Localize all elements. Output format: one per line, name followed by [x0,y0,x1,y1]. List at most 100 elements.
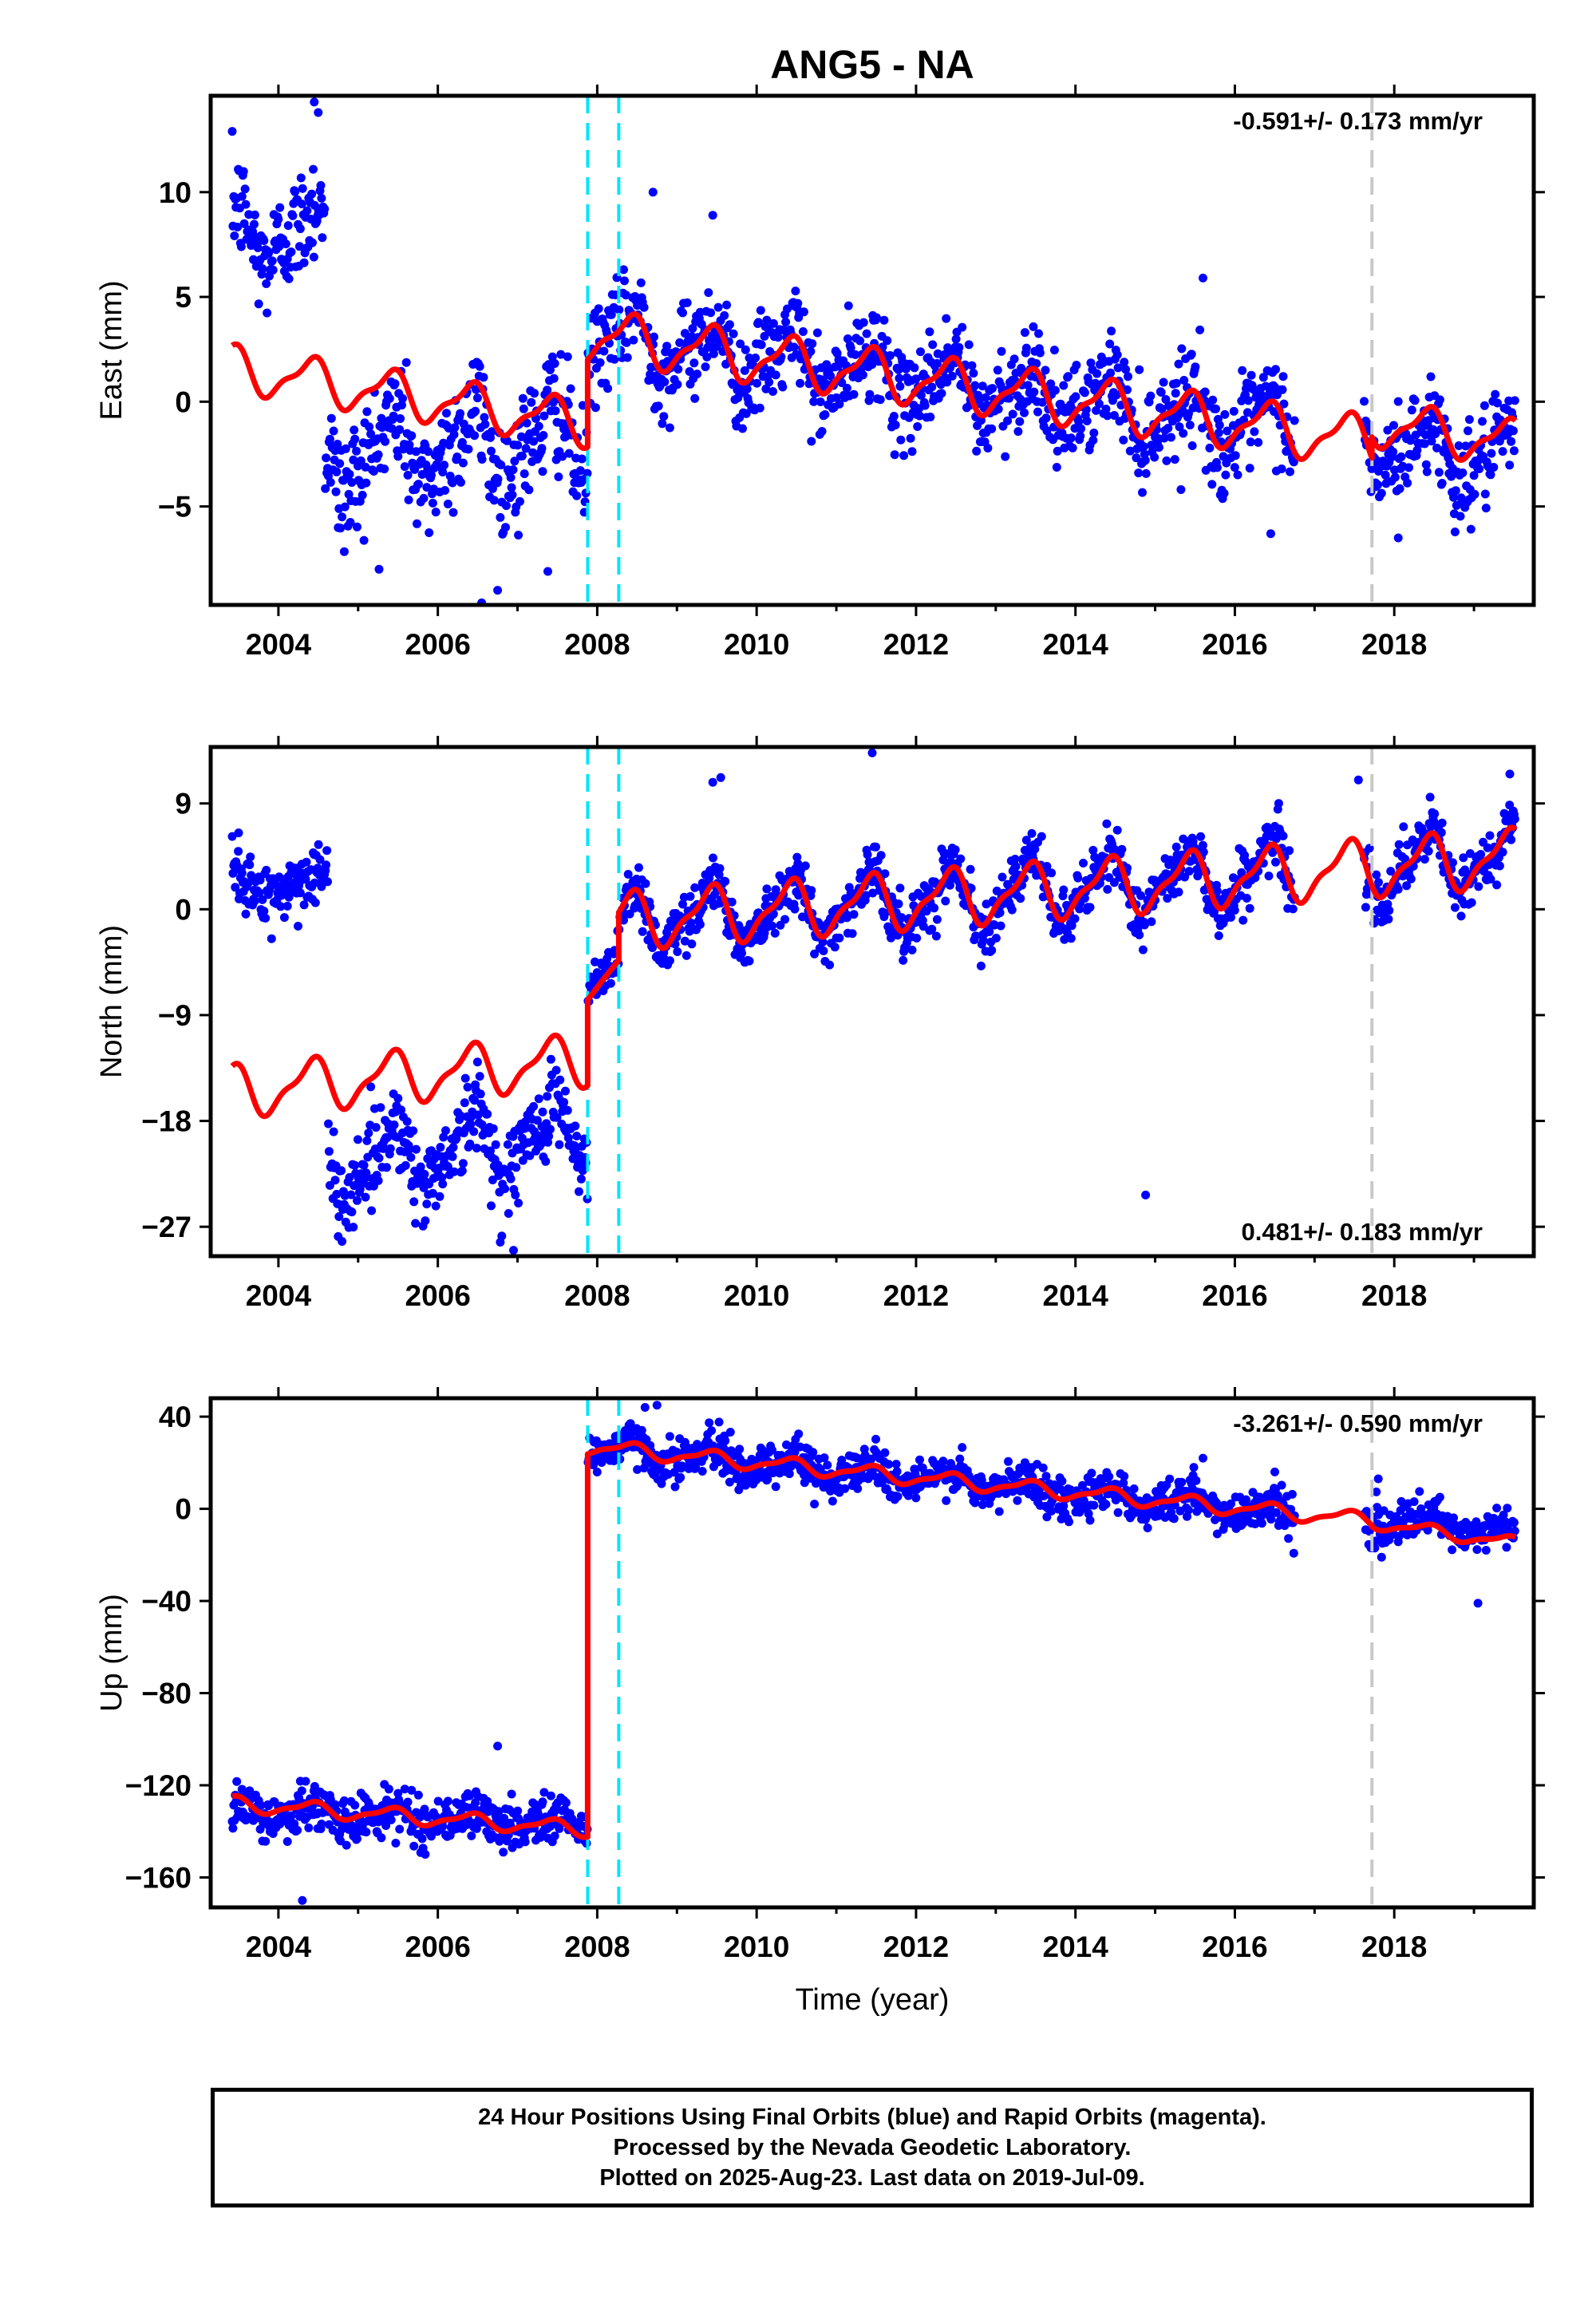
north-data-point [512,1163,521,1172]
up-data-point [1492,1504,1502,1513]
east-data-point [964,340,974,350]
north-data-point [1483,843,1492,852]
east-data-point [1230,463,1239,472]
north-data-point [1141,1190,1151,1199]
north-data-point [483,1109,492,1119]
east-data-point [673,380,682,389]
east-data-point [1475,464,1484,473]
east-data-point [259,236,269,245]
north-data-point [227,832,237,841]
east-data-point [1410,396,1420,405]
north-data-point [1198,840,1207,850]
east-data-point [341,444,350,453]
east-data-point [1491,389,1500,399]
east-data-point [889,412,899,421]
up-data-point [377,1833,386,1843]
north-data-point [572,1132,582,1140]
east-data-point [1278,385,1287,394]
east-data-point [1199,273,1207,283]
east-data-point [508,465,518,475]
east-data-point [755,403,764,413]
up-data-point [520,1837,530,1847]
east-data-point [793,298,803,308]
east-data-point [1177,344,1187,354]
east-data-point [425,528,434,537]
east-data-point [440,486,450,495]
east-data-point [733,393,743,402]
east-data-point [1119,435,1128,445]
up-data-point [1177,1477,1187,1487]
east-data-point [349,455,358,464]
east-data-point [622,353,632,362]
east-data-point [915,411,924,421]
east-data-point [832,349,842,358]
east-x-tick-label: 2018 [1361,628,1427,661]
north-data-point [250,896,259,906]
north-data-point [555,1075,565,1085]
north-data-point [899,955,908,965]
north-data-point [571,1121,580,1131]
north-data-point [1505,769,1515,779]
north-data-point [491,1140,500,1149]
east-data-point [307,189,317,199]
east-data-point [599,346,609,356]
up-data-point [1057,1476,1067,1486]
north-data-point [897,913,907,923]
north-data-point [349,1223,358,1232]
north-data-point [393,1093,403,1103]
east-data-point [1179,376,1189,385]
east-data-point [1156,388,1166,397]
east-data-point [250,219,259,229]
east-y-tick-label: −5 [158,491,192,524]
east-data-point [1141,468,1151,478]
east-data-point [1403,478,1412,488]
east-data-point [298,184,307,193]
east-data-point [1393,397,1403,406]
north-data-point [315,855,325,864]
up-data-point [261,1836,271,1846]
east-data-point [1089,429,1099,437]
north-data-point [334,1212,344,1221]
north-data-point [673,947,682,956]
north-data-point [606,978,615,988]
east-data-point [808,339,817,349]
east-data-point [487,446,496,456]
up-y-tick-label: −40 [141,1585,192,1618]
east-data-point [660,377,670,387]
east-data-point [1451,486,1460,496]
east-data-point [1157,404,1167,413]
up-data-point [350,1800,360,1810]
east-data-point [969,369,978,378]
east-data-point [911,374,921,384]
east-data-point [309,164,318,174]
north-data-point [1420,855,1429,864]
north-data-point [687,939,697,949]
north-data-point [576,1174,586,1184]
east-data-point [658,419,667,429]
east-data-point [543,567,552,576]
east-data-point [1086,358,1096,368]
east-data-point [1393,533,1403,543]
up-data-point [494,1807,504,1816]
east-data-point [886,351,895,360]
east-data-point [862,329,871,338]
east-data-point [826,371,836,381]
east-data-point [1064,372,1073,381]
north-model-line [230,824,1518,1120]
east-data-point [689,358,699,368]
north-data-point [1230,906,1239,915]
east-data-point [1021,343,1031,353]
north-data-point [1140,920,1149,930]
up-data-point [810,1500,820,1509]
east-data-point [1450,528,1460,536]
east-data-point [431,508,440,517]
north-data-point [1007,905,1017,915]
east-data-point [1082,417,1092,425]
north-data-point [261,914,271,923]
up-data-point [413,1790,423,1800]
up-data-point [342,1840,351,1850]
east-data-point [456,477,465,487]
east-data-point [496,512,505,522]
east-data-point [958,322,967,332]
north-data-point [529,1101,539,1111]
